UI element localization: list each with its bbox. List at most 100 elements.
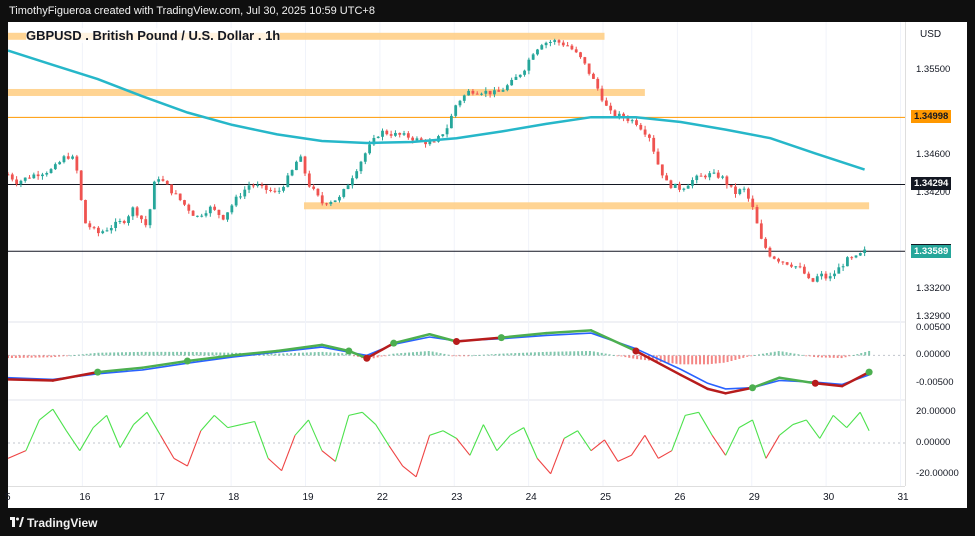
osc-histogram-bar [490,354,493,356]
candle-body [338,196,341,201]
candle-body [587,63,591,74]
osc-histogram-bar [376,355,379,358]
osc-histogram-bar [380,355,383,357]
osc-histogram-bar [388,354,391,356]
osc-histogram-bar [502,353,505,356]
osc-histogram-bar [345,353,348,356]
osc-tick-label: 0.00000 [916,349,951,361]
osc-histogram-bar [581,351,584,356]
osc-histogram-bar [121,352,124,356]
candle-body [295,161,298,171]
osc-histogram-bar [156,351,159,356]
candle-body [140,215,143,220]
candle-body [394,132,397,136]
momentum-line-segment [859,412,870,431]
osc-histogram-bar [640,355,643,360]
plot-area[interactable] [8,22,905,486]
osc-histogram-bar [470,355,473,357]
osc-cross-dot [632,347,640,355]
osc-histogram-bar [840,355,843,359]
osc-histogram-bar [26,355,29,358]
candle-body [23,177,27,181]
time-axis[interactable]: 5 16 17 18 19 22 23 24 25 26 29 30 31 [5,486,909,509]
price-axis[interactable]: USD 1.35500 1.34600 1.34200 1.33200 1.32900 1… [905,22,968,486]
momentum-line-segment [294,419,309,436]
x-tick-label: 16 [79,492,91,503]
candle-body [389,134,393,136]
candle-body [703,175,707,178]
momentum-line-segment [133,411,148,425]
candle-body [75,156,79,171]
candle-body [32,174,36,179]
candle-body [738,189,742,194]
osc-histogram-bar [588,350,591,356]
osc-histogram-bar [482,354,485,356]
osc-histogram-bar [746,355,749,357]
osc-fast-line-segment [96,366,144,374]
osc-histogram-bar [89,353,92,356]
osc-histogram-bar [85,353,88,356]
osc-histogram-bar [14,355,17,358]
candle-body [243,189,247,197]
osc-histogram-bar [817,355,820,358]
candle-body [557,40,561,43]
momentum-line-segment [267,457,282,472]
candle-body [161,179,165,181]
momentum-line-segment [698,412,713,436]
momentum-line-segment [361,411,377,425]
candle-body [350,178,354,186]
osc-histogram-bar [510,353,513,356]
candle-body [441,134,445,137]
candle-body [307,173,311,187]
candle-body [359,161,363,172]
momentum-line-segment [805,419,821,439]
osc-histogram-bar [199,352,202,356]
osc-fast-line-segment [778,376,817,385]
price-tick-label: 1.34200 [916,187,951,199]
osc-histogram-bar [187,351,190,356]
candle-body [178,193,182,201]
osc-histogram-bar [329,352,332,356]
candle-body [841,266,845,268]
candle-body [325,203,328,205]
osc-histogram-bar [620,355,623,357]
osc-fast-line-segment [51,370,99,382]
x-tick-label: 25 [600,492,612,503]
candle-body [708,173,712,178]
candle-body [536,49,539,55]
candle-body [114,221,118,228]
osc-histogram-bar [144,351,147,356]
osc-histogram-bar [415,351,418,356]
osc-histogram-bar [231,352,234,356]
osc-histogram-bar [860,353,863,356]
osc-histogram-bar [435,352,438,356]
osc-fast-line-segment [231,349,279,357]
momentum-line-segment [388,445,404,467]
chart-panel[interactable]: GBPUSD . British Pound / U.S. Dollar . 1… [5,22,968,509]
candle-body [635,120,638,125]
osc-histogram-bar [545,351,548,356]
osc-histogram-bar [297,352,300,356]
osc-histogram-bar [97,352,100,356]
osc-histogram-bar [65,355,68,357]
osc-histogram-bar [687,355,690,365]
osc-histogram-bar [313,352,316,356]
candle-body [286,175,290,187]
osc-tick-label: -0.00500 [916,377,954,389]
osc-histogram-bar [274,353,277,356]
candle-body [592,73,595,79]
osc-histogram-bar [22,355,25,358]
candle-body [432,141,436,143]
candle-body [583,57,587,64]
candle-body [299,156,303,162]
osc-histogram-bar [734,355,737,360]
candle-body [725,176,729,186]
candle-body [92,227,96,229]
osc-histogram-bar [699,355,702,365]
momentum-line-segment [832,414,848,429]
candle-body [355,171,359,179]
momentum-line-segment [604,439,619,462]
osc-histogram-bar [423,351,426,356]
osc-histogram-bar [561,351,564,356]
osc-histogram-bar [805,355,808,357]
